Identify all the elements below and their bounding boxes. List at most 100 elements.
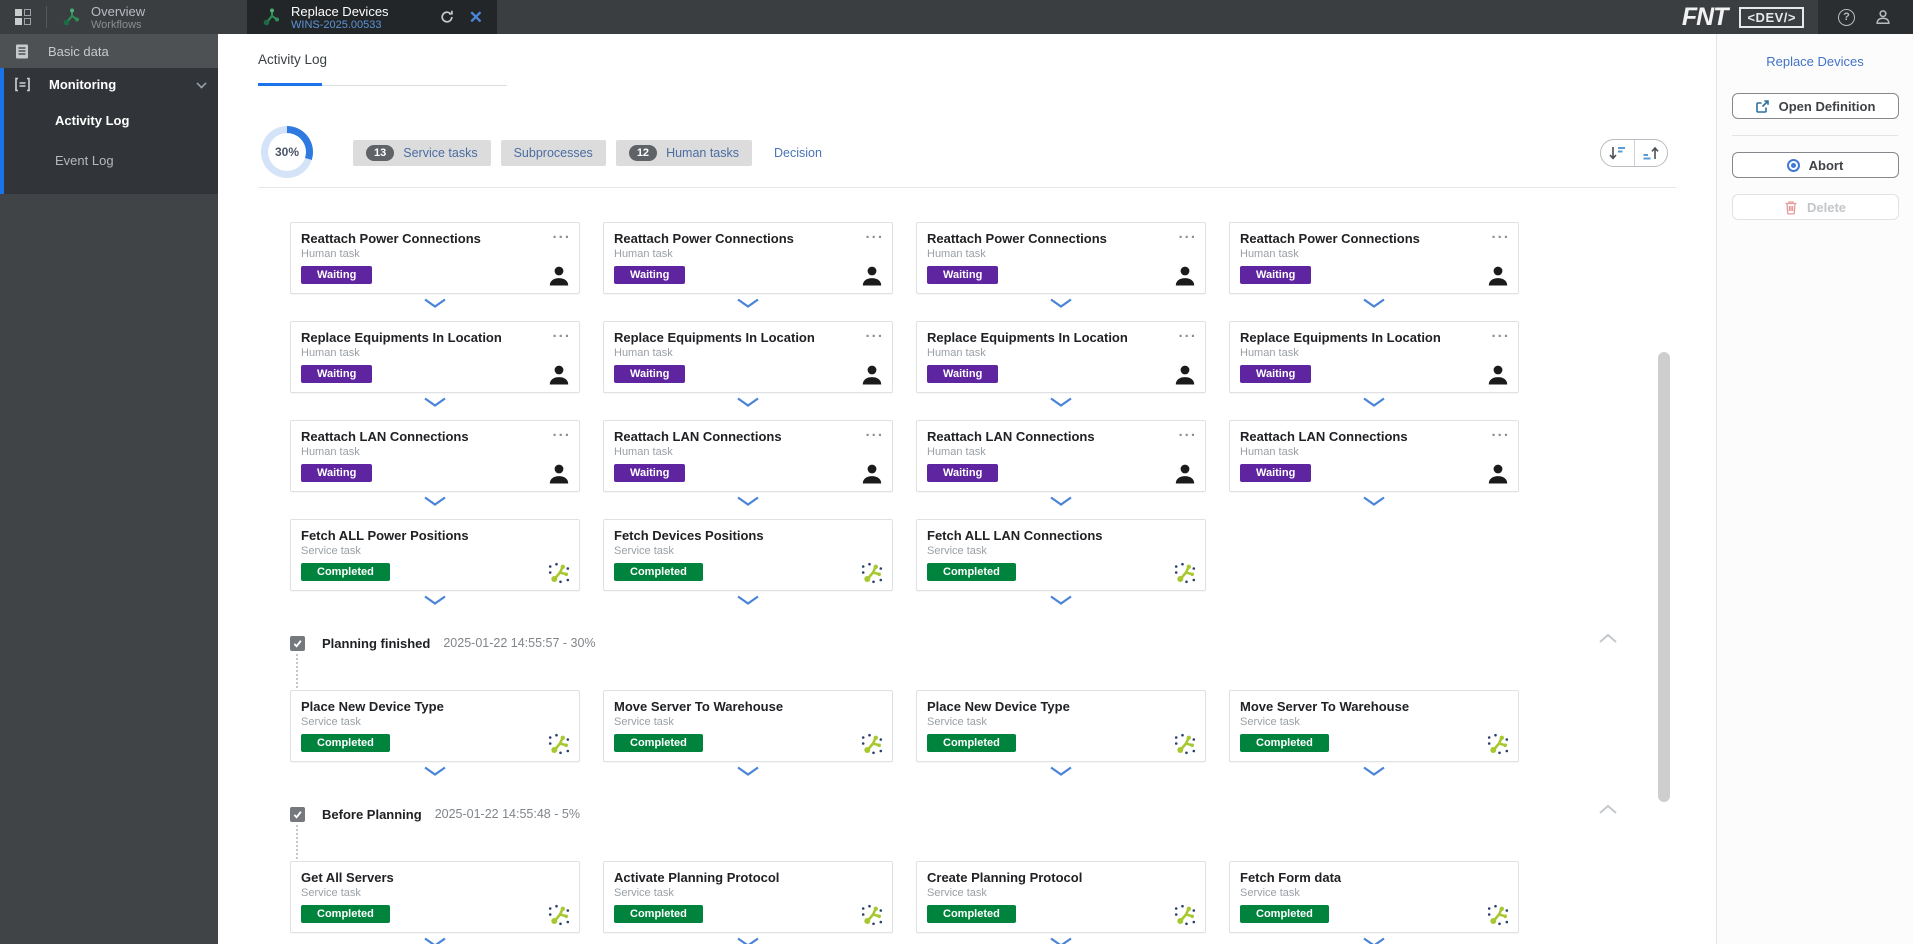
task-card[interactable]: Reattach Power Connections ... Human tas… <box>916 222 1206 294</box>
sidebar-item-basic-data[interactable]: Basic data <box>0 34 218 68</box>
card-menu-button[interactable]: ... <box>1491 324 1510 341</box>
help-icon[interactable]: ? <box>1838 8 1855 26</box>
status-badge: Completed <box>927 563 1016 581</box>
status-badge: Completed <box>614 734 703 752</box>
task-card[interactable]: Replace Equipments In Location ... Human… <box>916 321 1206 393</box>
task-card-type: Human task <box>301 446 360 458</box>
delete-button[interactable]: Delete <box>1731 194 1899 220</box>
task-card[interactable]: Fetch Devices Positions ... Service task… <box>603 519 893 591</box>
person-icon <box>549 266 569 286</box>
task-card[interactable]: Activate Planning Protocol ... Service t… <box>603 861 893 933</box>
card-menu-button[interactable]: ... <box>865 423 884 440</box>
task-card[interactable]: Replace Equipments In Location ... Human… <box>603 321 893 393</box>
workflow-title: Replace Devices <box>1766 54 1864 69</box>
status-badge: Waiting <box>927 365 999 383</box>
sidebar-item-label: Monitoring <box>49 76 117 92</box>
person-icon <box>862 464 882 484</box>
section-timestamp: 2025-01-22 14:55:48 - 5% <box>434 807 580 821</box>
status-badge: Waiting <box>927 464 999 482</box>
task-card[interactable]: Fetch ALL LAN Connections ... Service ta… <box>916 519 1206 591</box>
sidebar-item-activity-log[interactable]: Activity Log <box>4 100 218 140</box>
card-menu-button[interactable]: ... <box>552 225 571 242</box>
count-badge: 13 <box>366 145 395 161</box>
card-menu-button[interactable]: ... <box>1178 324 1197 341</box>
badge-subprocesses[interactable]: Subprocesses <box>500 140 606 166</box>
card-menu-button[interactable]: ... <box>1491 225 1510 242</box>
person-icon <box>549 464 569 484</box>
timeline-dots <box>296 654 298 688</box>
task-card[interactable]: Place New Device Type ... Service task C… <box>916 690 1206 762</box>
vertical-scrollbar[interactable] <box>1658 352 1670 802</box>
task-card-type: Service task <box>614 716 674 728</box>
abort-icon <box>1786 158 1800 172</box>
main-content: Activity Log 30% 13 Service tasks Subpro… <box>218 34 1716 944</box>
activity-log-header: Activity Log 30% 13 Service tasks Subpro… <box>218 34 1716 188</box>
task-card[interactable]: Reattach LAN Connections ... Human task … <box>290 420 580 492</box>
task-card[interactable]: Reattach LAN Connections ... Human task … <box>1229 420 1519 492</box>
card-menu-button[interactable]: ... <box>552 423 571 440</box>
task-card-title: Fetch Form data <box>1240 870 1342 885</box>
checked-checkbox-icon <box>290 635 305 651</box>
open-definition-button[interactable]: Open Definition <box>1731 93 1899 119</box>
panel-divider <box>1732 135 1898 136</box>
tab-activity-log[interactable]: Activity Log <box>258 52 328 67</box>
sidebar-item-monitoring[interactable]: Monitoring <box>4 68 218 100</box>
task-card[interactable]: Reattach LAN Connections ... Human task … <box>916 420 1206 492</box>
sidebar-item-label: Basic data <box>48 43 109 59</box>
sort-ascending-button[interactable] <box>1633 140 1668 166</box>
card-row: Reattach LAN Connections ... Human task … <box>290 420 1716 507</box>
decision-link[interactable]: Decision <box>774 146 822 160</box>
app-launcher-button[interactable] <box>0 0 46 34</box>
badge-service-tasks[interactable]: 13 Service tasks <box>353 140 491 166</box>
sidebar-item-event-log[interactable]: Event Log <box>4 140 218 180</box>
task-card[interactable]: Get All Servers ... Service task Complet… <box>290 861 580 933</box>
badge-human-tasks[interactable]: 12 Human tasks <box>615 140 753 166</box>
task-card-title: Fetch Devices Positions <box>614 528 764 543</box>
collapse-chevron-up-icon[interactable] <box>1596 803 1620 815</box>
task-card-type: Service task <box>614 545 674 557</box>
tab-overview[interactable]: Overview Workflows <box>47 0 247 34</box>
person-icon <box>1175 464 1195 484</box>
close-tab-icon[interactable]: ✕ <box>468 7 483 27</box>
card-menu-button[interactable]: ... <box>552 324 571 341</box>
refresh-icon[interactable] <box>439 9 455 25</box>
task-card[interactable]: Place New Device Type ... Service task C… <box>290 690 580 762</box>
chevron-down-icon[interactable] <box>196 78 207 89</box>
task-card[interactable]: Move Server To Warehouse ... Service tas… <box>603 690 893 762</box>
status-badge: Completed <box>927 905 1016 923</box>
task-card[interactable]: Reattach Power Connections ... Human tas… <box>603 222 893 294</box>
card-menu-button[interactable]: ... <box>865 225 884 242</box>
sort-descending-button[interactable] <box>1601 140 1634 166</box>
sidebar: Basic data Monitoring Activity Log Event… <box>0 34 218 944</box>
chevron-down-icon <box>1363 766 1385 776</box>
card-menu-button[interactable]: ... <box>1178 423 1197 440</box>
task-card-type: Service task <box>927 716 987 728</box>
task-card-type: Human task <box>614 248 673 260</box>
task-card[interactable]: Fetch ALL Power Positions ... Service ta… <box>290 519 580 591</box>
sidebar-item-label: Event Log <box>55 152 114 168</box>
task-card[interactable]: Reattach Power Connections ... Human tas… <box>290 222 580 294</box>
card-menu-button[interactable]: ... <box>1491 423 1510 440</box>
tab-title: Replace Devices <box>291 3 389 19</box>
card-menu-button[interactable]: ... <box>1178 225 1197 242</box>
task-card-title: Activate Planning Protocol <box>614 870 780 885</box>
user-account-icon[interactable] <box>1873 7 1893 27</box>
chevron-down-icon <box>1050 496 1072 506</box>
card-menu-button[interactable]: ... <box>865 324 884 341</box>
collapse-chevron-up-icon[interactable] <box>1596 632 1620 644</box>
task-card[interactable]: Create Planning Protocol ... Service tas… <box>916 861 1206 933</box>
task-card[interactable]: Move Server To Warehouse ... Service tas… <box>1229 690 1519 762</box>
task-card[interactable]: Reattach LAN Connections ... Human task … <box>603 420 893 492</box>
task-card[interactable]: Replace Equipments In Location ... Human… <box>290 321 580 393</box>
person-icon <box>549 365 569 385</box>
sidebar-group-monitoring: Monitoring Activity Log Event Log <box>0 68 218 194</box>
task-card[interactable]: Reattach Power Connections ... Human tas… <box>1229 222 1519 294</box>
chevron-down-icon <box>1050 595 1072 605</box>
tab-replace-devices[interactable]: Replace Devices WINS-2025.00533 ✕ <box>247 0 497 34</box>
abort-button[interactable]: Abort <box>1731 152 1899 178</box>
person-icon <box>862 365 882 385</box>
task-card[interactable]: Replace Equipments In Location ... Human… <box>1229 321 1519 393</box>
service-task-icon <box>1174 733 1196 755</box>
chevron-down-icon <box>1050 937 1072 944</box>
task-card[interactable]: Fetch Form data ... Service task Complet… <box>1229 861 1519 933</box>
